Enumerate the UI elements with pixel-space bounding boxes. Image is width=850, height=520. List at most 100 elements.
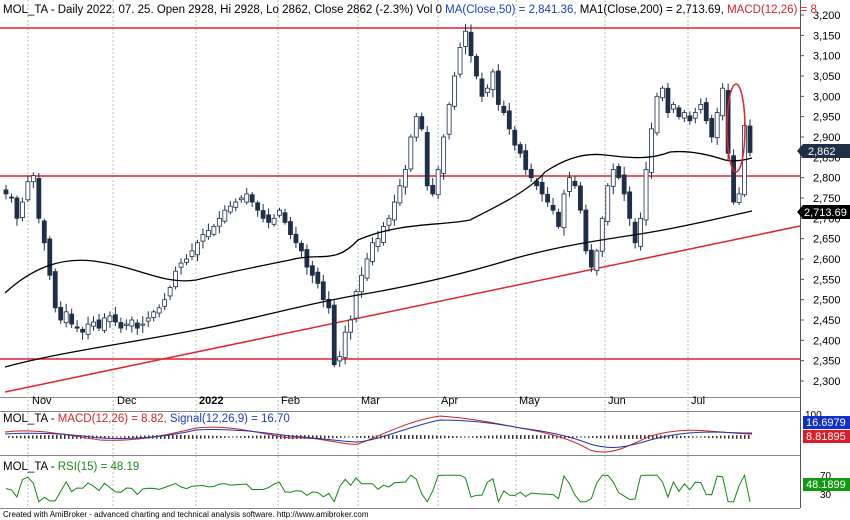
macd-hist-bar xyxy=(472,436,474,438)
ma200-badge-text: 2,713.69 xyxy=(804,207,847,219)
macd-hist-bar xyxy=(316,435,318,439)
candle-body xyxy=(413,116,419,138)
rsi-badge: 48.1899 xyxy=(803,478,850,491)
ma50-line xyxy=(4,150,753,294)
candlestick-series xyxy=(3,23,753,368)
signal-badge: 16.6979 xyxy=(803,416,850,429)
candle-body xyxy=(720,87,726,117)
macd-hist-bar xyxy=(272,435,274,439)
candle-body xyxy=(30,175,36,183)
macd-hist-bar xyxy=(168,435,170,439)
x-label-jul: Jul xyxy=(691,395,705,407)
x-label-may: May xyxy=(519,395,540,407)
macd-hist-bar xyxy=(736,435,738,439)
macd-hist-bar xyxy=(576,436,578,438)
candle-body xyxy=(184,258,189,263)
macd-hist-bar xyxy=(236,436,238,438)
macd-hist-bar xyxy=(532,435,534,439)
macd-hist-bar xyxy=(324,435,326,439)
macd-badge: 8.81895 xyxy=(803,430,850,443)
macd-hist-bar xyxy=(360,436,362,438)
ma50-legend: MA(Close,50) = 2,841.36, xyxy=(445,4,576,16)
candle-body xyxy=(85,323,91,335)
price-tick-label: 2,300 xyxy=(813,376,841,388)
candle-body xyxy=(463,30,468,47)
macd-hist-bar xyxy=(712,435,714,439)
candle-body xyxy=(386,217,392,226)
candle-body xyxy=(25,181,31,201)
candle-body xyxy=(545,193,550,203)
candle-body xyxy=(474,55,479,77)
macd-hist-bar xyxy=(264,435,266,439)
candle-body xyxy=(561,193,567,229)
candle-body xyxy=(134,322,140,329)
candle-body xyxy=(102,317,107,331)
macd-hist-bar xyxy=(740,435,742,439)
macd-hist-bar xyxy=(388,435,390,439)
macd-hist-bar xyxy=(676,435,678,439)
candle-body xyxy=(397,185,403,204)
price-tick-label: 2,750 xyxy=(813,193,841,205)
macd-hist-bar xyxy=(392,435,394,439)
macd-hist-bar xyxy=(512,435,514,439)
candle-body xyxy=(435,169,441,196)
macd-hist-bar xyxy=(40,435,42,439)
price-tick-label: 2,900 xyxy=(813,132,841,144)
candle-body xyxy=(162,299,168,307)
candle-body xyxy=(211,226,217,235)
candle-body xyxy=(140,323,146,326)
candle-body xyxy=(271,217,277,225)
candle-body xyxy=(687,115,693,122)
macd-hist-bar xyxy=(180,435,182,439)
candle-body xyxy=(91,321,96,327)
price-tick-label: 3,150 xyxy=(813,30,841,42)
candle-body xyxy=(342,331,348,358)
macd-hist-bar xyxy=(288,435,290,439)
candle-body xyxy=(69,313,75,325)
candle-body xyxy=(189,250,195,258)
x-axis: Nov Dec 2022 Feb Mar Apr May Jun Jul xyxy=(32,395,705,407)
macd-overlay-legend: MACD(12,26) = 8 xyxy=(724,4,817,16)
macd-hist-bar xyxy=(580,436,582,438)
macd-hist-bar xyxy=(624,435,626,439)
candle-body xyxy=(736,193,742,203)
candle-body xyxy=(52,271,58,309)
macd-hist-bar xyxy=(228,436,230,438)
candle-body xyxy=(353,291,359,319)
macd-hist-bar xyxy=(492,435,494,439)
candle-body xyxy=(299,242,304,252)
macd-hist-bar xyxy=(352,436,354,438)
signal-line xyxy=(4,419,753,448)
macd-hist-bar xyxy=(432,435,434,439)
x-label-2022: 2022 xyxy=(199,395,223,407)
candle-body xyxy=(424,132,430,187)
candle-body xyxy=(167,287,173,297)
price-tick-label: 2,350 xyxy=(813,356,841,368)
candle-body xyxy=(665,87,671,114)
macd-hist-bar xyxy=(600,435,602,439)
macd-hist-bar xyxy=(120,436,122,438)
macd-hist-bar xyxy=(68,435,70,439)
price-tick-label: 2,600 xyxy=(813,254,841,266)
macd-hist-bar xyxy=(12,436,14,438)
macd-hist-bar xyxy=(204,435,206,439)
candle-body xyxy=(588,249,594,268)
candle-body xyxy=(36,178,42,219)
macd-hist-bar xyxy=(188,435,190,439)
macd-hist-bar xyxy=(448,435,450,439)
candle-body xyxy=(9,196,14,199)
macd-hist-bar xyxy=(344,436,346,438)
macd-hist-bar xyxy=(480,435,482,439)
candle-body xyxy=(326,298,332,309)
macd-hist-bar xyxy=(340,436,342,438)
macd-hist-bar xyxy=(132,435,134,439)
candle-body xyxy=(643,169,649,221)
price-axis: 2,300 2,350 2,400 2,450 2,500 2,550 2,600 2,650… xyxy=(800,10,841,388)
macd-hist-bar xyxy=(520,435,522,439)
macd-hist-bar xyxy=(680,435,682,439)
candle-body xyxy=(145,317,151,322)
candle-body xyxy=(244,193,250,203)
rsi-legend: RSI(15) = 48.19 xyxy=(58,461,140,473)
price-tick-label: 2,500 xyxy=(813,295,841,307)
